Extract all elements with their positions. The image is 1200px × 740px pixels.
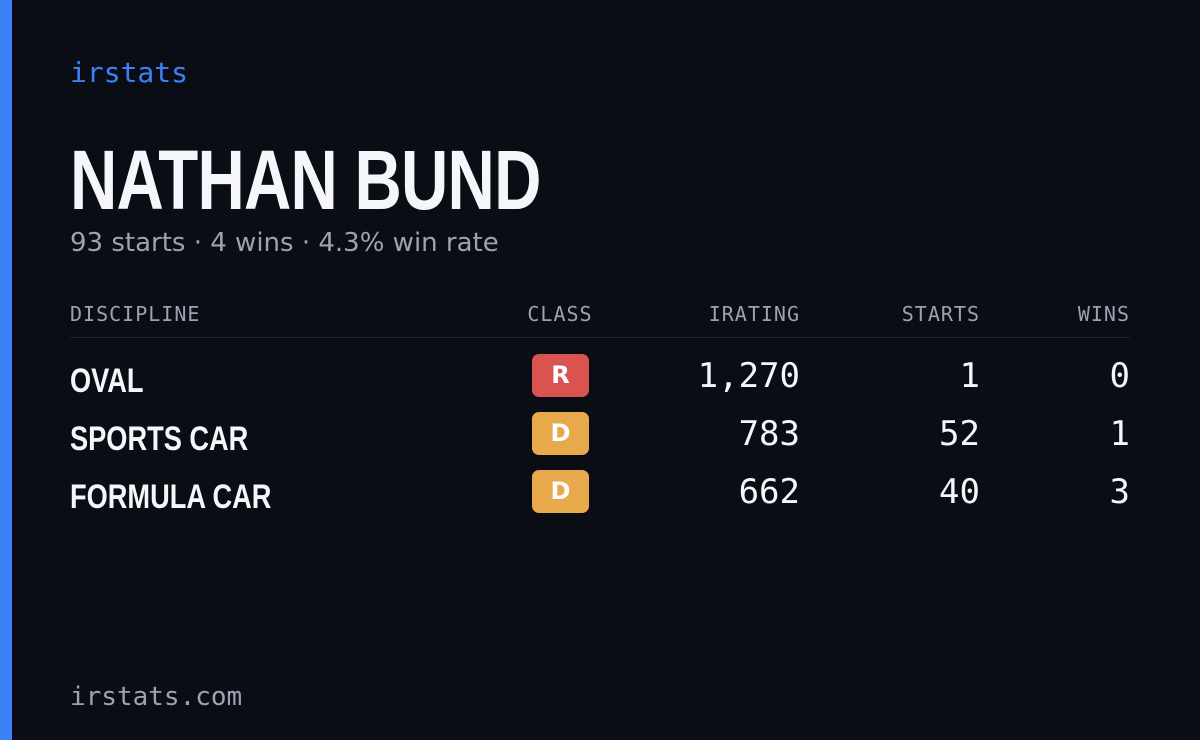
- irating: 662: [738, 472, 800, 512]
- discipline: FORMULA CAR: [70, 478, 272, 516]
- footer-site: irstats.com: [70, 682, 243, 712]
- wins: 3: [1109, 472, 1130, 512]
- column-header: CLASS: [527, 302, 593, 326]
- class-badge: R: [532, 354, 589, 397]
- column-header: DISCIPLINE: [70, 302, 201, 326]
- column-header: WINS: [1077, 302, 1130, 326]
- irating: 1,270: [697, 356, 800, 396]
- wins: 1: [1109, 414, 1130, 454]
- class-badge: D: [532, 412, 589, 455]
- column-header: IRATING: [708, 302, 800, 326]
- discipline: SPORTS CAR: [70, 420, 249, 458]
- brand: irstats: [70, 56, 189, 89]
- starts: 52: [939, 414, 980, 454]
- accent-bar: [0, 0, 12, 740]
- summary: 93 starts · 4 wins · 4.3% win rate: [70, 228, 499, 258]
- starts: 1: [959, 356, 980, 396]
- starts: 40: [939, 472, 980, 512]
- column-header: STARTS: [901, 302, 980, 326]
- class-badge: D: [532, 470, 589, 513]
- discipline: OVAL: [70, 362, 144, 400]
- irating: 783: [738, 414, 800, 454]
- driver-name: NATHAN BUND: [70, 133, 541, 227]
- wins: 0: [1109, 356, 1130, 396]
- header-rule: [70, 337, 1130, 338]
